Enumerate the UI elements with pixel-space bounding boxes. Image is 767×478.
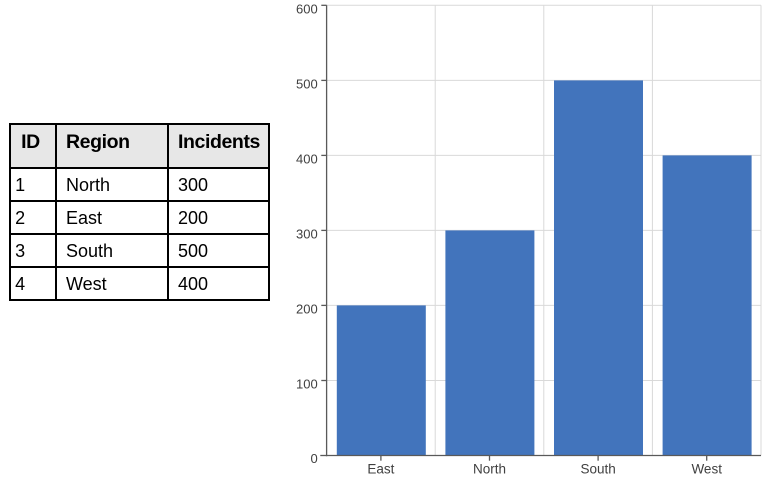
svg-text:500: 500	[296, 77, 318, 92]
svg-text:West: West	[691, 462, 722, 477]
svg-text:100: 100	[296, 377, 318, 392]
svg-text:0: 0	[310, 451, 317, 466]
svg-text:East: East	[367, 462, 394, 477]
svg-text:200: 200	[296, 302, 318, 317]
svg-text:300: 300	[296, 227, 318, 242]
svg-text:400: 400	[296, 152, 318, 167]
svg-text:600: 600	[296, 1, 318, 16]
svg-text:North: North	[473, 462, 506, 477]
svg-text:South: South	[580, 462, 615, 477]
